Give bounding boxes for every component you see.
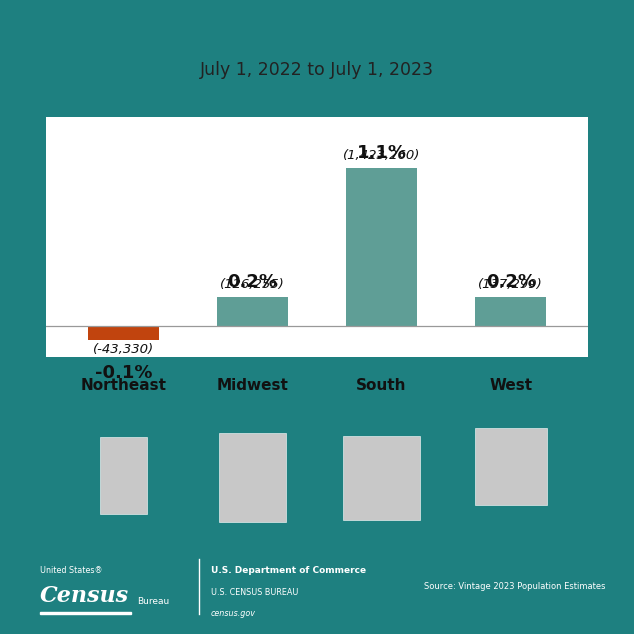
Bar	[40, 612, 131, 614]
Bar	[217, 297, 288, 325]
Text: 0.2%: 0.2%	[486, 273, 536, 291]
Bar	[343, 436, 420, 520]
Text: 1.1%: 1.1%	[356, 143, 406, 162]
Text: West: West	[489, 378, 533, 393]
Bar	[476, 297, 547, 325]
Text: (-43,330): (-43,330)	[93, 343, 154, 356]
Text: Population Change by Region: Population Change by Region	[98, 23, 536, 49]
Text: (137,299): (137,299)	[479, 263, 543, 291]
Text: census.gov: census.gov	[211, 609, 256, 618]
Text: South: South	[356, 378, 407, 393]
Bar	[87, 325, 158, 340]
Text: Bureau: Bureau	[137, 597, 169, 606]
Text: 0.2%: 0.2%	[228, 273, 278, 291]
Text: Midwest: Midwest	[216, 378, 288, 393]
Text: U.S. Department of Commerce: U.S. Department of Commerce	[211, 566, 366, 574]
Text: -0.1%: -0.1%	[94, 365, 152, 382]
Text: Northeast: Northeast	[81, 378, 166, 393]
Text: (126,255): (126,255)	[220, 263, 285, 291]
Text: (1,423,260): (1,423,260)	[343, 134, 420, 162]
Bar	[219, 433, 286, 522]
Text: Source: Vintage 2023 Population Estimates: Source: Vintage 2023 Population Estimate…	[424, 582, 606, 591]
Bar	[100, 437, 146, 514]
Text: United States®: United States®	[40, 566, 102, 574]
Bar	[346, 167, 417, 325]
Bar	[475, 428, 547, 505]
Text: Census: Census	[40, 585, 129, 607]
Text: July 1, 2022 to July 1, 2023: July 1, 2022 to July 1, 2023	[200, 61, 434, 79]
Text: U.S. CENSUS BUREAU: U.S. CENSUS BUREAU	[211, 588, 298, 597]
